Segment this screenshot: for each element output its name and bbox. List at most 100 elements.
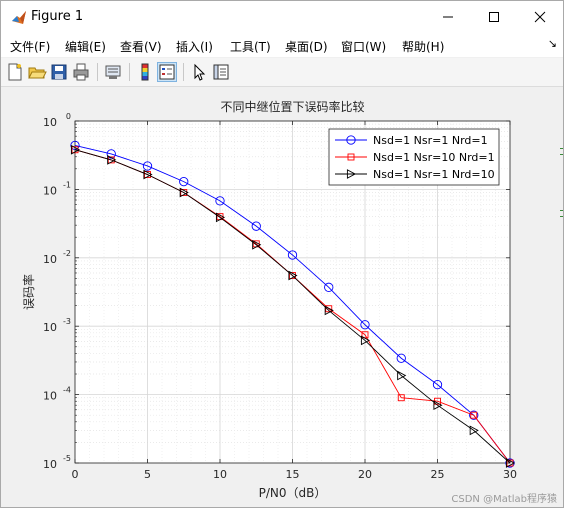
colorbar-icon bbox=[141, 63, 149, 81]
data-point bbox=[215, 196, 225, 206]
legend-marker bbox=[347, 153, 355, 161]
chart-svg[interactable]: 0 5 10 15 20 25 30 10 -5 10 -4 10 -3 10 -2 10 -1 10 0 不同中继位… bbox=[1, 87, 563, 507]
x-tick-label: 0 bbox=[72, 468, 79, 481]
y-tick-label: 10 bbox=[43, 321, 57, 334]
x-tick-label: 15 bbox=[286, 468, 300, 481]
new-figure-button[interactable] bbox=[5, 62, 25, 82]
print-preview-button[interactable] bbox=[103, 62, 123, 82]
menu-file[interactable]: 文件(F) bbox=[10, 40, 51, 54]
data-point bbox=[469, 410, 479, 420]
data-point bbox=[470, 411, 478, 419]
menu-edit[interactable]: 编辑(E) bbox=[65, 40, 106, 54]
data-point bbox=[433, 400, 443, 411]
y-tick-exponent: 0 bbox=[66, 112, 71, 121]
chart-title: 不同中继位置下误码率比较 bbox=[220, 99, 364, 114]
menu-tools[interactable]: 工具(T) bbox=[230, 40, 271, 54]
data-point bbox=[180, 189, 188, 196]
legend-marker bbox=[346, 169, 357, 179]
minimize-button[interactable] bbox=[425, 1, 471, 33]
data-point bbox=[70, 144, 81, 155]
legend-marker bbox=[346, 135, 356, 145]
minimize-icon bbox=[443, 16, 453, 18]
y-tick-exponent: -5 bbox=[63, 454, 71, 463]
menu-view[interactable]: 查看(V) bbox=[120, 40, 162, 54]
y-tick-label: 10 bbox=[43, 458, 57, 471]
legend-entry: Nsd=1 Nsr=1 Nrd=10 bbox=[373, 168, 495, 181]
edge-artifact bbox=[560, 216, 563, 217]
edge-artifact bbox=[560, 148, 563, 149]
data-point bbox=[360, 320, 370, 330]
data-point bbox=[107, 156, 115, 164]
x-tick-label: 20 bbox=[358, 468, 372, 481]
data-point bbox=[252, 239, 262, 250]
y-axis-label: 误码率 bbox=[21, 274, 36, 310]
data-point bbox=[506, 459, 514, 467]
open-file-button[interactable] bbox=[27, 62, 47, 82]
menu-window[interactable]: 窗口(W) bbox=[341, 40, 387, 54]
toolbar bbox=[1, 58, 563, 87]
matlab-logo-icon bbox=[12, 11, 26, 24]
figure-canvas: 0 5 10 15 20 25 30 10 -5 10 -4 10 -3 10 -2 10 -1 10 0 不同中继位… bbox=[1, 87, 563, 507]
data-point bbox=[505, 458, 516, 468]
legend-icon bbox=[159, 64, 175, 80]
maximize-icon bbox=[489, 12, 499, 22]
pointer-icon bbox=[194, 63, 206, 81]
series-line bbox=[74, 144, 511, 464]
data-point bbox=[287, 250, 298, 260]
property-inspector-icon bbox=[213, 64, 229, 80]
print-icon bbox=[73, 63, 89, 81]
data-point bbox=[396, 353, 406, 363]
x-tick-label: 30 bbox=[503, 468, 517, 481]
data-point bbox=[70, 140, 80, 151]
menu-help[interactable]: 帮助(H) bbox=[402, 40, 445, 54]
data-point bbox=[360, 335, 371, 346]
data-point bbox=[71, 146, 79, 154]
open-file-icon bbox=[28, 67, 47, 79]
legend-button[interactable] bbox=[157, 62, 177, 82]
close-button[interactable] bbox=[517, 1, 563, 33]
window-title: Figure 1 bbox=[31, 9, 84, 24]
data-point bbox=[179, 187, 189, 198]
legend-entry: Nsd=1 Nsr=1 Nrd=1 bbox=[373, 134, 488, 147]
data-point bbox=[251, 221, 261, 231]
toolbar-separator bbox=[183, 63, 184, 81]
edge-artifact bbox=[560, 210, 563, 211]
y-tick-label: 10 bbox=[43, 390, 57, 403]
y-tick-exponent: -2 bbox=[63, 249, 71, 258]
x-tick-label: 25 bbox=[431, 468, 445, 481]
title-bar[interactable]: Figure 1 bbox=[1, 1, 563, 33]
data-point bbox=[289, 272, 296, 280]
y-tick-label: 10 bbox=[43, 184, 57, 197]
x-tick-label: 5 bbox=[144, 468, 151, 481]
series-2 bbox=[70, 144, 516, 468]
data-point bbox=[324, 282, 334, 292]
legend-entry: Nsd=1 Nsr=10 Nrd=1 bbox=[373, 151, 495, 164]
colorbar-button[interactable] bbox=[135, 62, 155, 82]
legend: Nsd=1 Nsr=1 Nrd=1 Nsd=1 Nsr=10 Nrd=1 Nsd=1… bbox=[328, 128, 500, 186]
data-point bbox=[397, 370, 407, 381]
series-0 bbox=[70, 140, 515, 468]
dock-figure-icon[interactable]: ↘ bbox=[547, 37, 557, 50]
print-preview-icon bbox=[105, 65, 121, 79]
property-inspector-button[interactable] bbox=[211, 62, 231, 82]
data-point bbox=[469, 425, 479, 436]
data-point bbox=[142, 161, 153, 171]
print-button[interactable] bbox=[71, 62, 91, 82]
menu-insert[interactable]: 插入(I) bbox=[176, 40, 213, 54]
maximize-button[interactable] bbox=[471, 1, 517, 33]
series-line bbox=[74, 149, 511, 464]
data-point bbox=[179, 176, 189, 187]
close-icon bbox=[534, 11, 546, 23]
new-figure-icon bbox=[8, 63, 22, 81]
y-tick-exponent: -1 bbox=[63, 180, 71, 189]
save-button[interactable] bbox=[49, 62, 69, 82]
legend-box bbox=[328, 128, 500, 186]
pointer-button[interactable] bbox=[189, 62, 209, 82]
data-point bbox=[325, 305, 333, 313]
menu-desktop[interactable]: 桌面(D) bbox=[285, 40, 328, 54]
data-point bbox=[143, 169, 153, 180]
data-point bbox=[432, 379, 443, 390]
menu-bar: 文件(F) 编辑(E) 查看(V) 插入(I) 工具(T) 桌面(D) 窗口(W… bbox=[1, 33, 563, 57]
watermark-text: CSDN @Matlab程序猿 bbox=[451, 494, 557, 505]
